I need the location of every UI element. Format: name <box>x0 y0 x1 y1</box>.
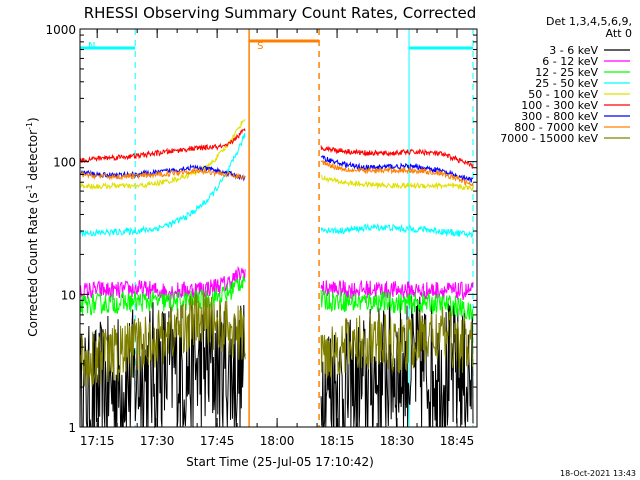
series-25-50-kev-post-saa <box>320 222 474 239</box>
series-3-6-kev-pre-saa <box>79 297 246 429</box>
plot-frame <box>79 28 478 428</box>
legend-header-line2: Att 0 <box>606 27 632 40</box>
series-50-100-kev-pre-saa <box>79 119 246 191</box>
y-tick-label: 10 <box>61 288 76 302</box>
chart-title: RHESSI Observing Summary Count Rates, Co… <box>84 4 477 22</box>
series-300-800-kev-pre-saa <box>79 163 246 182</box>
series-3-6-kev-post-saa <box>320 295 474 428</box>
legend-label: 7000 - 15000 keV <box>500 132 598 145</box>
series-12-25-kev-pre-saa <box>79 275 246 316</box>
series-25-50-kev-pre-saa <box>79 133 246 238</box>
legend-label: 25 - 50 keV <box>535 77 598 90</box>
y-tick-label: 1000 <box>45 23 76 37</box>
legend-label: 12 - 25 keV <box>535 66 598 79</box>
generation-timestamp: 18-Oct-2021 13:43 <box>560 469 636 478</box>
legend-header-line1: Det 1,3,4,5,6,9, <box>546 15 632 28</box>
axes: 1 10 100 1000 17:15 17:30 17:45 18:00 18:15 18:30… <box>45 23 478 448</box>
x-tick-label: 18:00 <box>260 434 295 448</box>
series-7000-15000-kev-post-saa <box>320 306 474 379</box>
annotation-label: N <box>88 41 95 52</box>
x-tick-label: 17:30 <box>140 434 175 448</box>
x-tick-label: 18:30 <box>380 434 415 448</box>
series-800-7000-kev-post-saa <box>320 160 474 187</box>
legend-label: 3 - 6 keV <box>549 44 598 57</box>
legend-label: 50 - 100 keV <box>528 88 598 101</box>
x-tick-label: 18:15 <box>320 434 355 448</box>
legend-label: 800 - 7000 keV <box>514 121 598 134</box>
x-tick-label: 17:15 <box>80 434 115 448</box>
x-axis-label: Start Time (25-Jul-05 17:10:42) <box>186 455 374 469</box>
x-tick-label: 17:45 <box>200 434 235 448</box>
legend-label: 300 - 800 keV <box>521 110 598 123</box>
series-6-12-kev-post-saa <box>320 280 474 301</box>
y-tick-label: 100 <box>53 156 76 170</box>
legend-label: 100 - 300 keV <box>521 99 598 112</box>
series-12-25-kev-post-saa <box>320 289 474 320</box>
y-tick-label: 1 <box>68 421 76 435</box>
series-layer <box>79 119 474 429</box>
x-tick-label: 18:45 <box>440 434 475 448</box>
series-800-7000-kev-pre-saa <box>79 167 246 181</box>
annotation-label: S <box>257 41 263 52</box>
series-50-100-kev-post-saa <box>320 174 474 192</box>
series-7000-15000-kev-pre-saa <box>79 291 246 387</box>
series-100-300-kev-post-saa <box>320 145 474 169</box>
series-300-800-kev-post-saa <box>320 155 474 183</box>
series-100-300-kev-pre-saa <box>79 127 246 163</box>
legend-label: 6 - 12 keV <box>542 55 598 68</box>
y-axis-label: Corrected Count Rate (s-1 detector-1) <box>25 117 40 336</box>
